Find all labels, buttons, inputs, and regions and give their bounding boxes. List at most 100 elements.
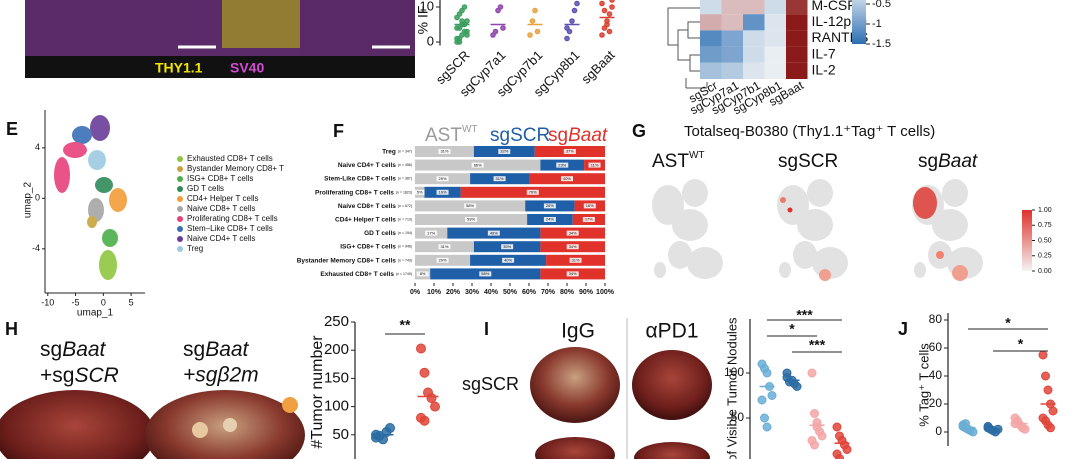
row-count: (n = 743) bbox=[398, 258, 412, 262]
value-label-box bbox=[436, 189, 449, 195]
colorbar-tick-label: -1 bbox=[872, 18, 882, 30]
row-label: Naive CD4+ T cells (n = 456) bbox=[338, 162, 412, 169]
legend-label: Bystander Memory CD8+ T bbox=[187, 164, 284, 173]
row-label: Treg (n = 347) bbox=[382, 148, 412, 155]
value-label-box bbox=[543, 203, 556, 209]
value-label-box bbox=[543, 217, 556, 222]
data-point bbox=[419, 367, 430, 378]
heatmap-cell bbox=[721, 14, 743, 31]
significance-label: *** bbox=[796, 307, 813, 323]
data-point bbox=[1046, 423, 1055, 433]
value-label-box bbox=[436, 257, 449, 263]
x-tick-label: 30% bbox=[465, 289, 480, 296]
data-point bbox=[571, 7, 578, 14]
data-point bbox=[807, 368, 817, 378]
value-label: 31% bbox=[496, 176, 504, 181]
value-label-box bbox=[563, 149, 576, 154]
value-label: 31% bbox=[440, 244, 448, 249]
value-label: 31% bbox=[440, 149, 448, 154]
subtitle-text: AST bbox=[652, 151, 689, 172]
colorbar-tick-label: -1.5 bbox=[872, 38, 891, 50]
value-label: 40% bbox=[504, 257, 512, 262]
significance-label: * bbox=[1005, 315, 1011, 331]
y-axis-label: # of Visible Tumor Nodules bbox=[724, 317, 739, 459]
header-text: AST bbox=[425, 125, 462, 146]
data-point bbox=[810, 409, 819, 418]
y-axis-label: % IF bbox=[415, 6, 431, 35]
x-tick-label: -10 bbox=[41, 297, 54, 307]
x-tick-label: 0 bbox=[101, 297, 106, 307]
value-label: 11% bbox=[591, 162, 599, 167]
data-point bbox=[983, 421, 993, 431]
legend-swatch bbox=[177, 186, 183, 192]
y-tick-label: 0 bbox=[427, 33, 434, 48]
row-label: IL-2 bbox=[812, 62, 836, 78]
data-point bbox=[416, 343, 426, 354]
value-label-box bbox=[582, 217, 595, 222]
colorbar-tick-label: 0.25 bbox=[1038, 253, 1052, 260]
data-point bbox=[1020, 424, 1030, 434]
y-tick-label: 4 bbox=[35, 142, 40, 152]
label-text: sg bbox=[183, 338, 205, 361]
row-label: Stem-Like CD8+ T cells (n = 387) bbox=[324, 175, 412, 182]
y-axis-label: #Tumor number bbox=[309, 335, 326, 449]
y-tick-label: 10 bbox=[420, 0, 434, 13]
label-text: sg bbox=[40, 338, 62, 361]
value-label: 5% bbox=[417, 189, 423, 194]
value-label: 26% bbox=[546, 203, 554, 208]
value-label: 40% bbox=[563, 176, 571, 181]
heatmap-cell bbox=[743, 62, 765, 79]
data-point bbox=[430, 401, 440, 412]
value-label-box bbox=[566, 271, 579, 277]
value-label: 76% bbox=[529, 189, 537, 194]
heatmap-cell bbox=[786, 14, 808, 31]
data-point bbox=[461, 4, 468, 10]
row-count: (n = 1749) bbox=[396, 272, 412, 276]
condition-label: sgBaat bbox=[40, 338, 107, 361]
legend-swatch bbox=[177, 176, 183, 182]
row-count: (n = 1823) bbox=[396, 190, 412, 194]
legend-label: CD4+ Helper T cells bbox=[187, 194, 259, 203]
value-label: 19% bbox=[439, 189, 447, 194]
umap-clusters bbox=[54, 115, 127, 280]
data-point bbox=[601, 7, 608, 14]
data-point bbox=[760, 413, 769, 423]
data-point bbox=[464, 18, 470, 24]
y-tick-label: 250 bbox=[324, 313, 349, 330]
group-header: ASTWT bbox=[425, 124, 478, 146]
data-point bbox=[762, 368, 772, 378]
data-point bbox=[810, 440, 819, 450]
value-label-box bbox=[465, 217, 478, 222]
heatmap-cell bbox=[786, 46, 808, 63]
data-point bbox=[817, 431, 827, 441]
data-point bbox=[599, 0, 605, 7]
row-label: ISG+ CD8+ T cells (n = 946) bbox=[340, 243, 412, 250]
x-tick-label: 80% bbox=[560, 289, 575, 296]
value-label-box bbox=[416, 271, 429, 277]
label-text: +sg bbox=[40, 364, 74, 387]
column-label: αPD1 bbox=[646, 320, 699, 343]
x-tick-label: 90% bbox=[579, 289, 594, 296]
data-point bbox=[500, 25, 506, 31]
group-header: sgSCR bbox=[490, 125, 550, 146]
row-name: Treg bbox=[382, 148, 396, 155]
heatmap-cell bbox=[700, 62, 722, 79]
row-label: IL-7 bbox=[812, 45, 836, 61]
value-label: 66% bbox=[474, 162, 482, 167]
value-label: 59% bbox=[467, 217, 475, 222]
y-axis-label: umap_2 bbox=[23, 181, 34, 218]
umap-feature bbox=[912, 179, 983, 281]
row-count: (n = 946) bbox=[398, 245, 412, 249]
value-label: 58% bbox=[466, 203, 474, 208]
legend-label: ISG+ CD8+ T cells bbox=[187, 174, 253, 183]
column-label: IgG bbox=[561, 320, 595, 343]
legend-swatch bbox=[177, 156, 183, 162]
value-label-box bbox=[502, 257, 515, 263]
value-label: 29% bbox=[439, 176, 447, 181]
data-point bbox=[564, 35, 570, 42]
data-point bbox=[606, 11, 613, 17]
value-label: 16% bbox=[586, 203, 594, 208]
data-point bbox=[782, 368, 792, 378]
row-label: sgSCR bbox=[462, 374, 519, 394]
